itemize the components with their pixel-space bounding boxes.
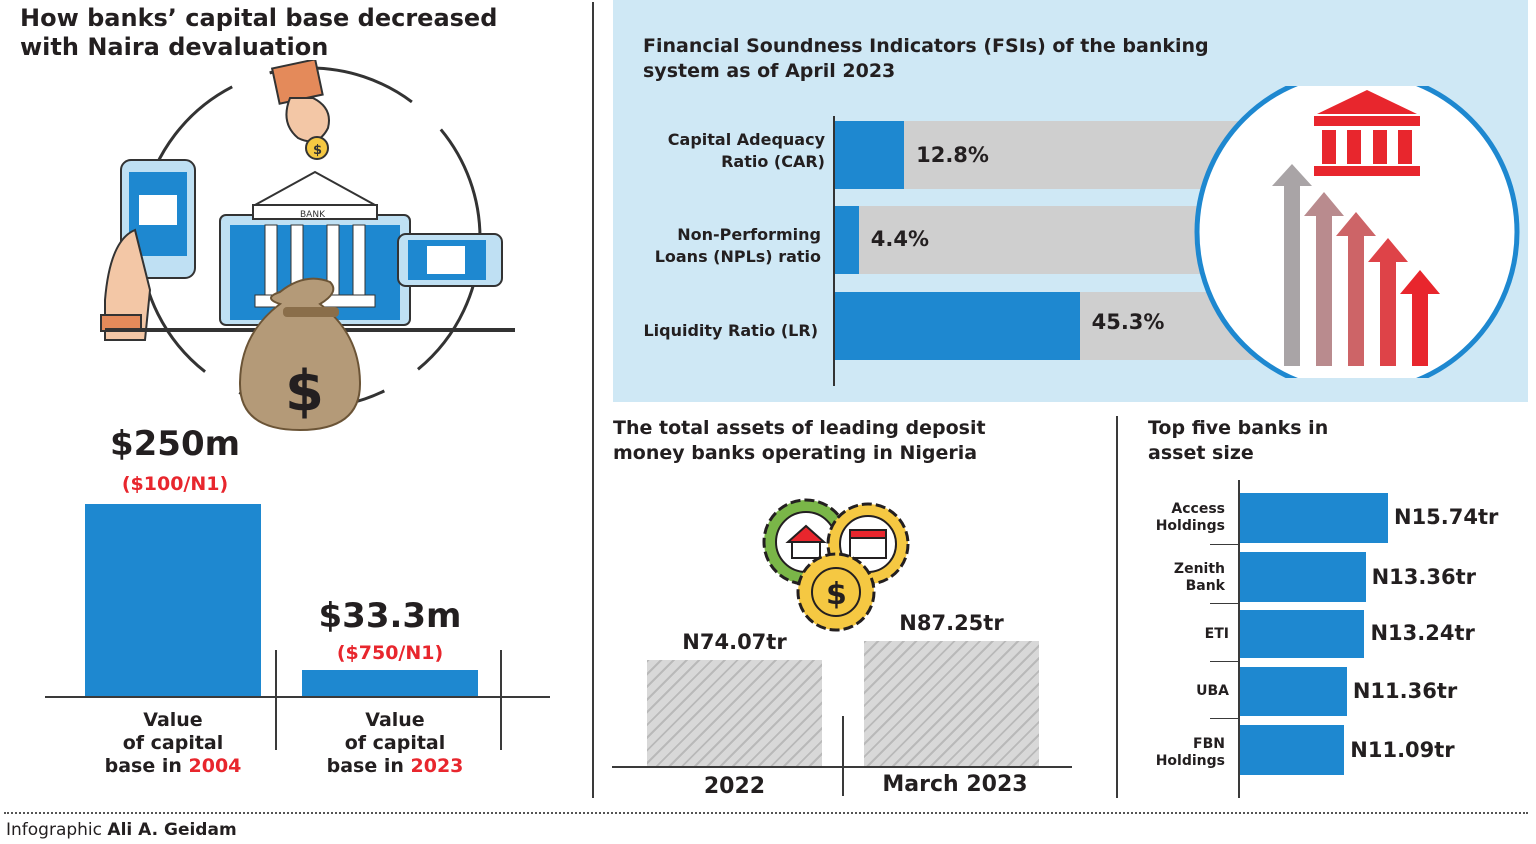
bank-bar-uba [1240,667,1347,716]
rate-label-2023: ($750/N1) [336,642,444,664]
hand-coin-icon: $ [270,60,330,160]
bank-label-uba: UBA [1196,683,1229,699]
year-label-march-2023: March 2023 [882,772,1028,797]
asset-bar-march-2023 [864,641,1039,766]
top-five-axis [1238,480,1240,798]
section-divider-main [592,2,594,798]
fsi-axis [833,116,835,386]
bank-value-fbn: N11.09tr [1350,738,1455,762]
bank-value-eti: N13.24tr [1370,621,1475,645]
value-label-2023: $33.3m [318,596,462,636]
bank-label-eti: ETI [1204,626,1229,642]
capital-baseline [45,696,550,698]
top-five-title: Top five banks in asset size [1148,417,1329,464]
fsi-bar-lr [835,292,1080,360]
laptop-bank-icon: BANK [105,170,515,332]
bank-value-uba: N11.36tr [1352,679,1458,703]
bank-sign: BANK [300,210,326,220]
fsi-track-car [835,121,1275,189]
bank-bar-zenith [1240,552,1366,602]
bank-illustration: $ BANK $ [100,60,515,432]
bank-bar-eti [1240,610,1365,658]
money-bag-icon: $ [238,277,362,432]
fsi-label-car: Capital Adequacy Ratio (CAR) [667,130,825,171]
fsi-value-npl: 4.4% [870,227,929,251]
svg-text:$: $ [826,577,847,612]
capital-divider-1 [275,650,277,750]
asset-value-march-2023: N87.25tr [899,611,1004,636]
svg-text:$: $ [313,143,322,158]
fsi-label-npl: Non-Performing Loans (NPLs) ratio [654,225,821,266]
capital-divider-2 [500,650,502,750]
capital-base-title: How banks’ capital base decreased with N… [20,4,580,62]
phone-right-icon [397,233,503,287]
svg-text:$: $ [285,359,324,424]
year-label-2022: 2022 [703,774,766,799]
footer-credit: Infographic Ali A. Geidam [6,820,237,840]
bank-bar-fbn [1240,725,1345,775]
fsi-value-lr: 45.3% [1091,310,1165,334]
category-label-2004: Value of capital base in 2004 [104,709,242,777]
rate-label-2004: ($100/N1) [121,473,229,495]
category-label-2023: Value of capital base in 2023 [326,709,464,777]
capital-bar-2023 [302,670,478,696]
capital-bar-2004 [85,504,261,696]
bank-label-access: Access Holdings [1155,501,1225,534]
capital-base-title-line1: How banks’ capital base decreased [20,4,498,32]
capital-base-title-line2: with Naira devaluation [20,33,329,61]
gears-icon: $ [762,498,910,632]
value-label-2004: $250m [109,424,241,464]
section-divider-right [1116,416,1118,798]
asset-value-2022: N74.07tr [682,630,787,654]
footer-prefix: Infographic [6,820,103,840]
bank-value-zenith: N13.36tr [1371,565,1477,589]
bank-arrows-icon [1194,86,1520,378]
fsi-bar-car [835,121,905,189]
footer-rule [4,812,1528,814]
asset-bar-2022 [647,660,822,766]
bank-tick-2 [1210,603,1240,604]
footer-author: Ali A. Geidam [107,820,237,840]
bank-bar-access [1240,493,1388,543]
assets-divider [842,716,844,796]
bank-tick-1 [1210,544,1240,545]
bank-building-icon [1314,90,1420,176]
fsi-label-lr: Liquidity Ratio (LR) [643,321,818,340]
phone-hand-icon [100,159,196,341]
dollar-coin-icon [811,567,861,617]
bank-label-zenith: Zenith Bank [1173,561,1225,594]
assets-title: The total assets of leading deposit mone… [613,417,986,464]
bank-label-fbn: FBN Holdings [1155,736,1225,769]
rising-arrows-icon [1272,164,1440,366]
bank-tick-3 [1210,661,1240,662]
fsi-title: Financial Soundness Indicators (FSIs) of… [643,35,1209,82]
bank-value-access: N15.74tr [1394,505,1499,529]
bank-tick-4 [1210,718,1240,719]
fsi-value-car: 12.8% [916,143,989,167]
fsi-bar-npl [835,206,859,274]
